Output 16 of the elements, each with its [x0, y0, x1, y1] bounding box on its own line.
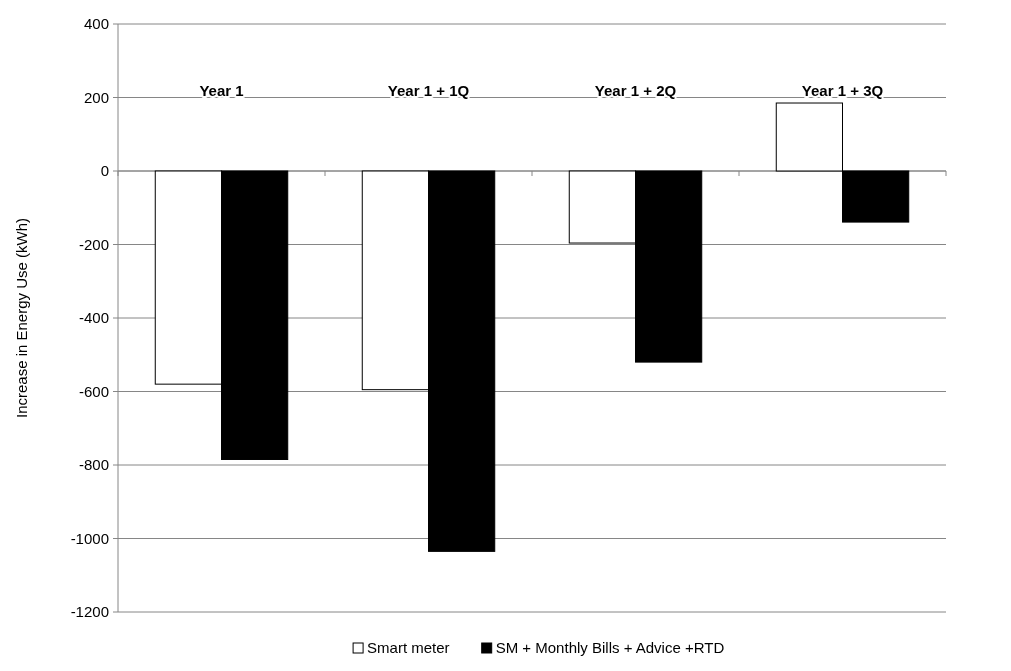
x-tick-label: Year 1 — [199, 82, 244, 99]
y-tick-label: 200 — [83, 88, 109, 106]
x-tick-label: Year 1 + 3Q — [801, 82, 884, 99]
y-tick-label: 0 — [100, 162, 109, 180]
y-tick-label: -600 — [78, 382, 109, 400]
x-tick-label: Year 1 + 2Q — [594, 82, 677, 99]
y-tick-label: -400 — [78, 309, 109, 327]
y-tick-label: -800 — [78, 456, 109, 474]
y-tick-label: -1000 — [70, 529, 109, 547]
y-tick-label: -1200 — [70, 603, 109, 621]
legend-label: SM + Monthly Bills + Advice +RTD — [495, 639, 725, 656]
y-tick-label: -200 — [78, 235, 109, 253]
y-axis-title: Increase in Energy Use (kWh) — [13, 217, 30, 419]
legend-label: Smart meter — [367, 639, 450, 656]
x-tick-label: Year 1 + 1Q — [387, 82, 470, 99]
y-tick-label: 400 — [83, 15, 109, 33]
